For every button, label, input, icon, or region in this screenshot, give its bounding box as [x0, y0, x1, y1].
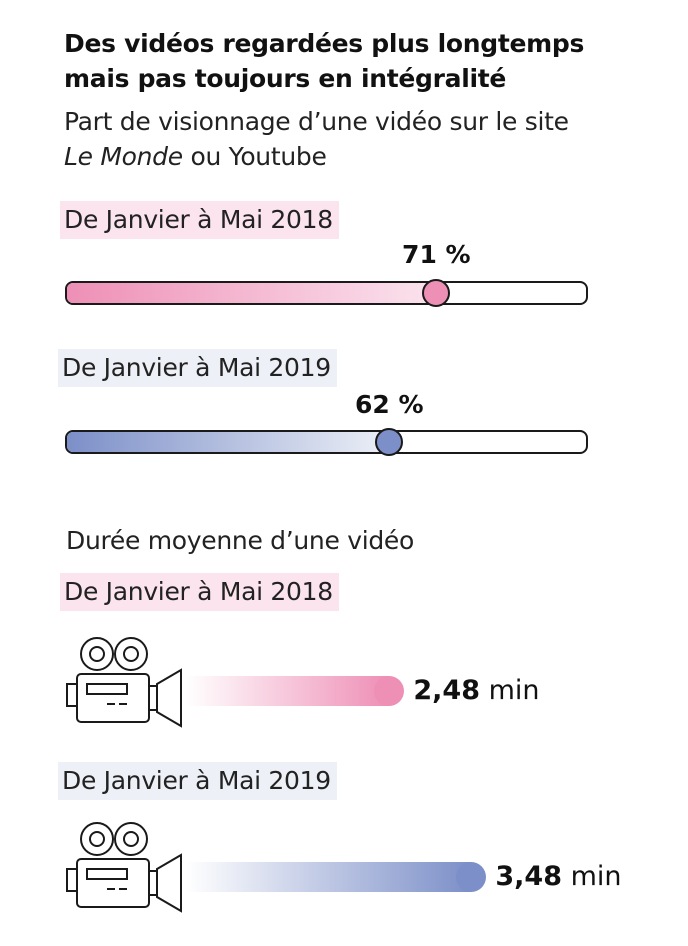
duration-unit-2019: min: [570, 861, 622, 892]
duration-number-2019: 3,48: [495, 861, 562, 892]
duration-period-label-2018: De Janvier à Mai 2018: [60, 573, 339, 611]
duration-value-2018: 2,48 min: [413, 675, 539, 706]
chart-subtitle: Part de visionnage d’une vidéo sur le si…: [64, 104, 569, 174]
movie-camera-icon: [66, 637, 182, 728]
chart-title-line-2: mais pas toujours en intégralité: [64, 64, 507, 93]
share-fill-2018: [67, 283, 439, 303]
share-marker-2018: [422, 279, 451, 307]
period-label-2018: De Janvier à Mai 2018: [60, 201, 339, 239]
duration-unit-2018: min: [488, 675, 540, 706]
movie-camera-icon: [66, 822, 182, 913]
share-value-label-2018: 71 %: [402, 240, 471, 269]
duration-bar-2019: [186, 862, 472, 892]
subtitle-line-2: Le Monde ou Youtube: [64, 139, 569, 174]
period-label-2019: De Janvier à Mai 2019: [58, 349, 337, 387]
subtitle-source-name: Le Monde: [64, 142, 183, 171]
chart-title: Des vidéos regardées plus longtemps mais…: [64, 26, 584, 96]
share-marker-2019: [375, 428, 404, 456]
duration-number-2018: 2,48: [413, 675, 480, 706]
duration-bar-end-2019: [456, 862, 487, 892]
duration-bar-end-2018: [374, 676, 405, 706]
share-fill-2019: [67, 432, 392, 452]
chart-title-line-1: Des vidéos regardées plus longtemps: [64, 29, 585, 58]
duration-section-label: Durée moyenne d’une vidéo: [66, 526, 414, 555]
duration-bar-2018: [186, 676, 390, 706]
subtitle-line-1: Part de visionnage d’une vidéo sur le si…: [64, 107, 569, 136]
share-value-label-2019: 62 %: [354, 390, 424, 419]
subtitle-source-rest: ou Youtube: [182, 142, 327, 171]
duration-value-2019: 3,48 min: [495, 861, 621, 892]
share-track-2018: [65, 281, 588, 305]
duration-period-label-2019: De Janvier à Mai 2019: [58, 762, 337, 800]
share-track-2019: [65, 430, 588, 454]
